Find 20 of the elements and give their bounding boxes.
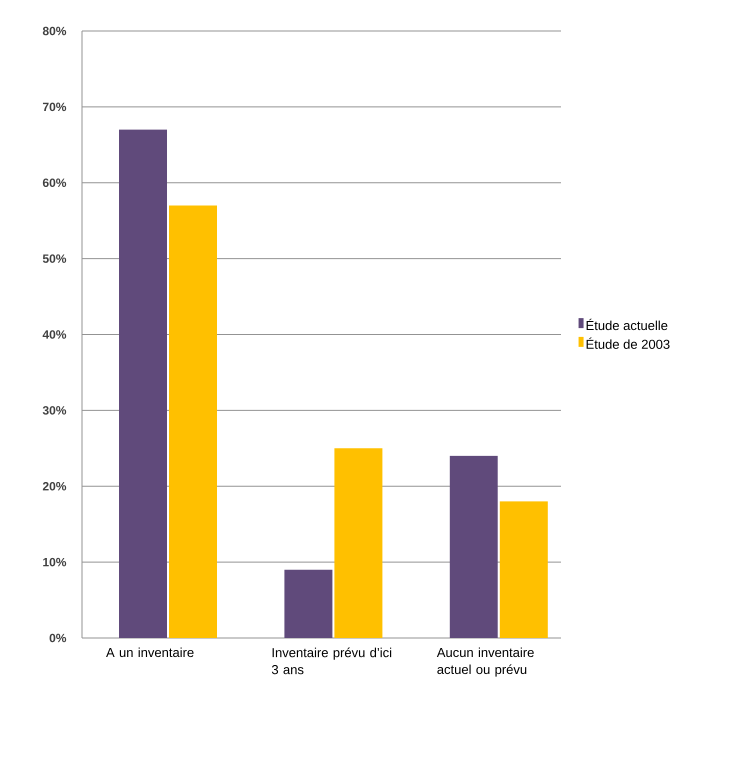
- bar: [450, 456, 498, 638]
- y-tick-label: 70%: [42, 102, 66, 112]
- y-tick-label: 10%: [43, 558, 66, 566]
- x-tick-label: Inventaire prévu d’ici 3 ans: [272, 648, 392, 674]
- y-tick-label: 30%: [42, 406, 66, 415]
- bar: [500, 501, 548, 638]
- y-tick-label: 20%: [42, 482, 66, 490]
- bar: [119, 130, 168, 638]
- y-tick-label: 0%: [50, 634, 66, 642]
- y-tick-label: 60%: [42, 178, 66, 187]
- y-tick-label: 80%: [42, 26, 66, 36]
- legend-label: Étude de 2003: [586, 337, 670, 349]
- bar: [334, 448, 382, 638]
- x-tick-label: Aucun inventaire actuel ou prévu: [436, 648, 534, 677]
- y-tick-label: 50%: [42, 254, 66, 263]
- bar: [169, 206, 218, 638]
- x-tick-label: A un inventaire: [106, 648, 194, 658]
- y-tick-label: 40%: [42, 330, 66, 339]
- bar: [284, 570, 332, 638]
- legend-label: Étude actuelle: [586, 318, 668, 330]
